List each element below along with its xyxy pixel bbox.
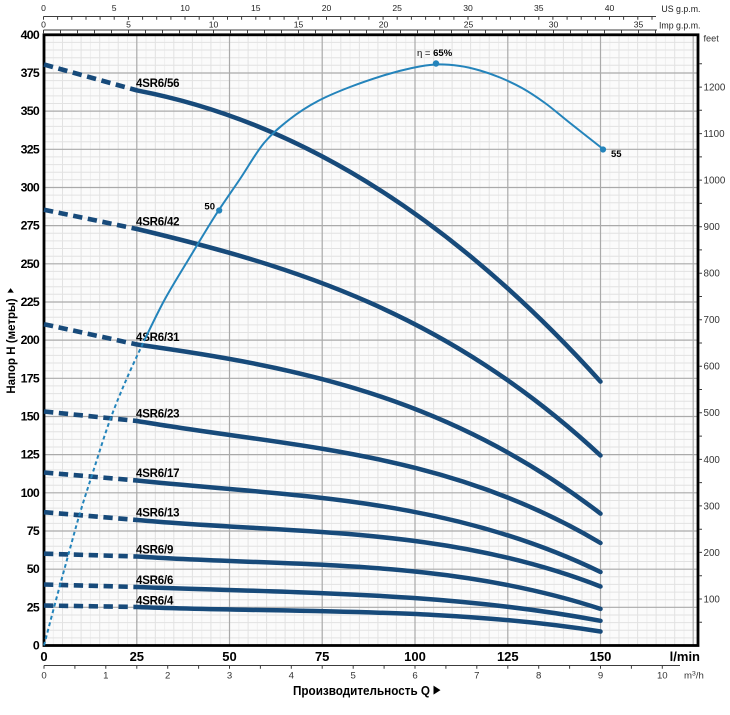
svg-text:350: 350 [21,104,40,118]
svg-text:4SR6/4: 4SR6/4 [136,596,174,608]
svg-text:300: 300 [704,501,721,512]
svg-text:150: 150 [21,410,40,424]
svg-text:275: 275 [21,219,40,233]
svg-text:375: 375 [21,66,40,80]
svg-text:4SR6/13: 4SR6/13 [136,508,179,520]
svg-text:40: 40 [605,3,615,13]
svg-text:700: 700 [704,315,721,326]
svg-text:600: 600 [704,362,721,373]
svg-text:1000: 1000 [704,176,726,187]
svg-text:50: 50 [222,649,236,664]
svg-text:l/min: l/min [670,649,700,664]
svg-text:25: 25 [130,649,144,664]
svg-text:100: 100 [704,594,721,605]
svg-text:0: 0 [41,671,46,682]
svg-text:30: 30 [463,3,473,13]
svg-text:100: 100 [21,486,40,500]
svg-text:0: 0 [40,649,47,664]
svg-text:300: 300 [21,181,40,195]
svg-text:5: 5 [351,671,356,682]
svg-text:4SR6/17: 4SR6/17 [136,468,179,480]
svg-text:25: 25 [392,3,402,13]
svg-text:125: 125 [497,649,519,664]
svg-text:250: 250 [21,257,40,271]
svg-text:0: 0 [33,639,40,653]
svg-text:150: 150 [590,649,612,664]
svg-text:4: 4 [289,671,295,682]
svg-text:35: 35 [634,20,644,30]
svg-text:4SR6/56: 4SR6/56 [136,78,179,90]
svg-text:3: 3 [227,671,232,682]
svg-text:Напор H (метры): Напор H (метры) [6,298,18,393]
svg-text:15: 15 [294,20,304,30]
svg-text:0: 0 [41,3,46,13]
svg-text:400: 400 [21,28,40,42]
svg-text:m3/h: m3/h [684,670,704,681]
svg-text:5: 5 [126,20,131,30]
svg-text:5: 5 [112,3,117,13]
svg-text:500: 500 [704,408,721,419]
svg-text:800: 800 [704,269,721,280]
svg-text:900: 900 [704,222,721,233]
svg-text:200: 200 [21,333,40,347]
svg-text:7: 7 [474,671,479,682]
svg-text:feet: feet [704,34,720,44]
svg-text:1200: 1200 [704,83,726,94]
svg-text:0: 0 [41,20,46,30]
svg-text:55: 55 [611,149,622,160]
svg-text:4SR6/31: 4SR6/31 [136,332,180,344]
svg-text:8: 8 [536,671,541,682]
svg-text:225: 225 [21,295,40,309]
svg-text:400: 400 [704,455,721,466]
svg-text:100: 100 [404,649,426,664]
svg-text:30: 30 [549,20,559,30]
svg-text:50: 50 [204,202,215,213]
svg-text:200: 200 [704,548,721,559]
svg-text:125: 125 [21,448,40,462]
svg-text:75: 75 [315,649,329,664]
svg-text:75: 75 [27,524,40,538]
svg-text:4SR6/23: 4SR6/23 [136,409,179,421]
svg-text:20: 20 [322,3,332,13]
svg-text:2: 2 [165,671,170,682]
svg-text:9: 9 [598,671,603,682]
svg-text:175: 175 [21,371,40,385]
svg-text:4SR6/9: 4SR6/9 [136,545,173,557]
svg-text:25: 25 [27,600,40,614]
svg-text:325: 325 [21,142,40,156]
svg-text:35: 35 [534,3,544,13]
svg-text:10: 10 [180,3,190,13]
svg-text:1: 1 [103,671,108,682]
svg-text:50: 50 [27,562,40,576]
svg-text:10: 10 [657,671,668,682]
svg-text:η = 65%: η = 65% [417,48,453,59]
svg-text:10: 10 [209,20,219,30]
svg-text:Производительность Q: Производительность Q [293,683,430,698]
svg-text:1100: 1100 [704,129,726,140]
svg-text:15: 15 [251,3,261,13]
svg-text:Imp g.p.m.: Imp g.p.m. [659,21,701,31]
svg-text:25: 25 [464,20,474,30]
svg-text:20: 20 [379,20,389,30]
svg-text:4SR6/6: 4SR6/6 [136,575,173,587]
svg-text:4SR6/42: 4SR6/42 [136,217,179,229]
svg-text:6: 6 [412,671,417,682]
svg-text:US g.p.m.: US g.p.m. [661,4,700,14]
